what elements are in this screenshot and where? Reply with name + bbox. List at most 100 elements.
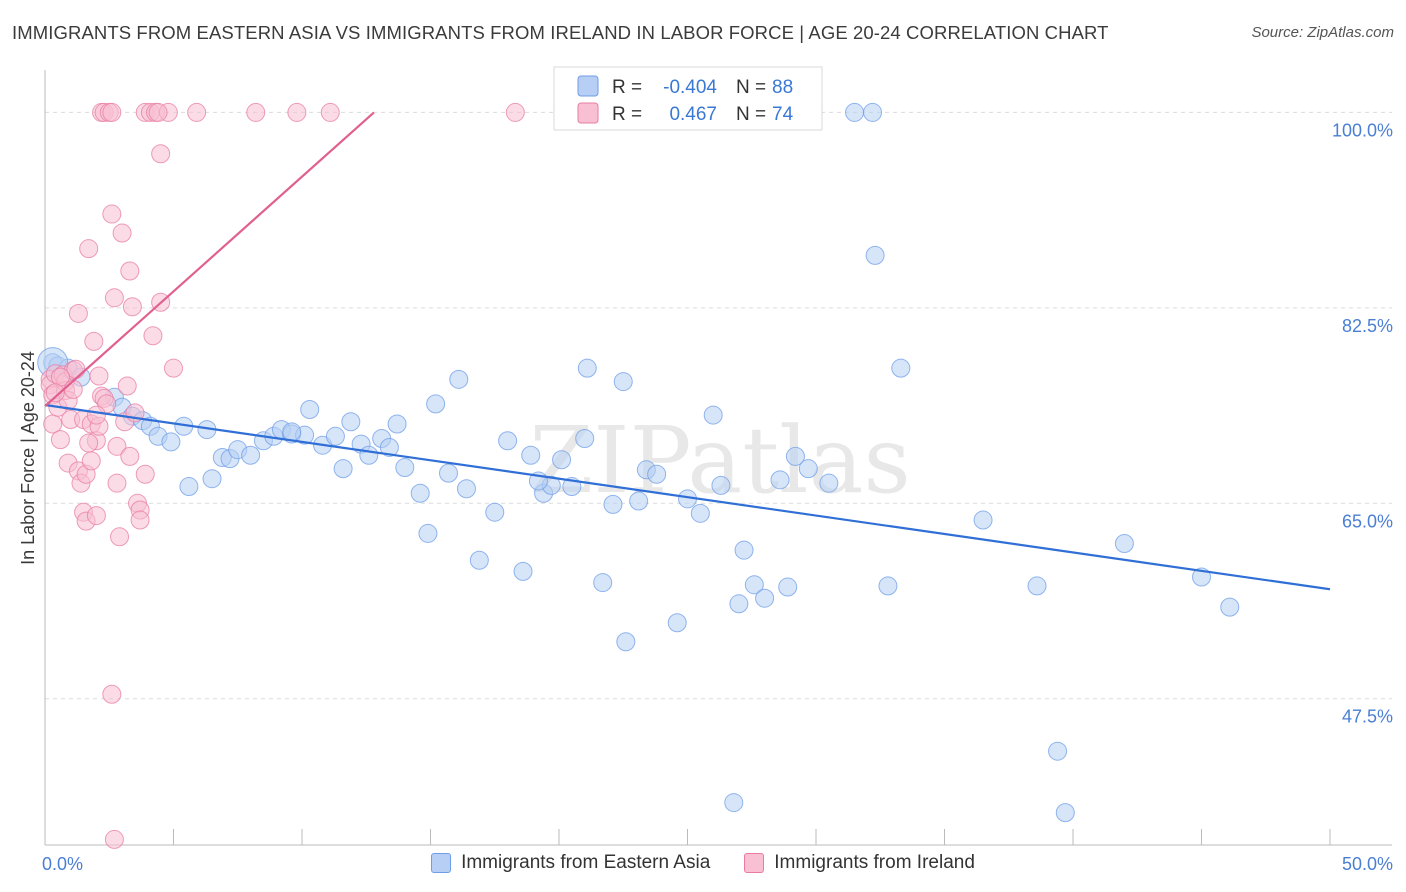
data-point-0-75 (865, 245, 885, 265)
data-point-1-64 (320, 102, 340, 122)
data-point-1-17 (68, 303, 88, 323)
data-point-1-60 (164, 358, 183, 378)
data-point-0-76 (878, 576, 898, 596)
data-point-0-63 (711, 475, 731, 495)
data-point-1-44 (117, 376, 137, 396)
data-point-1-6 (50, 430, 70, 450)
stats-swatch-1 (577, 102, 599, 124)
grid-lines (45, 111, 1392, 700)
data-point-1-55 (143, 326, 163, 346)
stats-legend: R = -0.404 N = 88 R = 0.467 N = 74 (553, 66, 823, 131)
data-point-0-18 (241, 445, 261, 465)
data-point-0-64 (729, 594, 749, 614)
data-point-0-66 (744, 575, 764, 595)
data-point-0-38 (438, 463, 458, 483)
stats-n-value-1: 74 (772, 104, 794, 125)
data-point-1-52 (135, 464, 155, 484)
data-point-1-22 (79, 239, 99, 259)
data-point-0-80 (1048, 741, 1068, 761)
data-point-1-72 (45, 383, 65, 403)
data-point-0-53 (603, 494, 623, 514)
data-point-1-65 (505, 102, 525, 122)
trend-line-1 (44, 111, 375, 407)
data-point-1-39 (107, 473, 127, 493)
data-point-1-42 (112, 223, 132, 243)
stats-n-value-0: 88 (772, 77, 793, 98)
stats-r-label-0: R = (612, 77, 642, 98)
data-point-1-62 (246, 102, 266, 122)
data-point-1-67 (104, 829, 124, 849)
legend-item-eastern-asia: Immigrants from Eastern Asia (431, 852, 710, 874)
data-point-0-59 (667, 613, 687, 633)
data-point-0-36 (418, 523, 438, 543)
data-point-1-73 (148, 102, 168, 122)
data-point-1-25 (84, 331, 104, 351)
data-point-0-26 (325, 426, 345, 446)
data-point-0-67 (755, 588, 775, 608)
legend-swatch-eastern-asia (431, 853, 452, 873)
data-point-0-39 (449, 369, 469, 389)
data-point-0-77 (891, 358, 911, 378)
data-point-0-35 (410, 483, 430, 503)
data-point-1-23 (81, 451, 101, 471)
legend-label-eastern-asia: Immigrants from Eastern Asia (461, 852, 711, 873)
series-eastern-asia-points (37, 102, 1240, 823)
legend-item-ireland: Immigrants from Ireland (744, 852, 975, 874)
data-point-1-38 (104, 288, 124, 308)
trend-line-0 (44, 403, 1331, 591)
data-point-0-50 (575, 429, 595, 449)
data-point-0-48 (552, 450, 572, 470)
data-point-1-63 (287, 102, 307, 122)
watermark: ZIPatlas (529, 407, 910, 514)
data-point-1-61 (187, 102, 207, 122)
y-tick-label-0: 47.5% (1342, 707, 1393, 727)
data-point-1-41 (110, 527, 130, 547)
stats-r-value-0: -0.404 (663, 77, 717, 98)
data-point-1-36 (102, 204, 122, 224)
data-point-1-40 (107, 436, 127, 456)
chart-title: IMMIGRANTS FROM EASTERN ASIA VS IMMIGRAN… (12, 22, 1109, 43)
data-point-0-34 (395, 458, 415, 478)
x-tick-label-max: 50.0% (1342, 854, 1393, 874)
legend-swatch-ireland (744, 853, 765, 873)
data-point-0-14 (202, 469, 222, 489)
data-point-1-26 (86, 506, 106, 526)
data-point-1-57 (151, 144, 171, 164)
trend-lines (44, 111, 1331, 591)
series-ireland-points (40, 102, 525, 849)
data-point-0-28 (341, 412, 361, 432)
data-point-0-61 (690, 503, 710, 523)
data-point-0-37 (426, 394, 446, 414)
y-tick-label-2: 82.5% (1342, 316, 1393, 336)
legend-label-ireland: Immigrants from Ireland (774, 852, 975, 873)
data-point-0-55 (616, 632, 636, 652)
y-axis-label: In Labor Force | Age 20-24 (18, 351, 38, 565)
data-point-0-81 (1055, 803, 1075, 823)
data-point-1-46 (120, 446, 140, 466)
data-point-0-73 (845, 102, 865, 122)
tick-labels: 47.5% 65.0% 82.5% 100.0% 0.0% 50.0% (42, 120, 1393, 874)
data-point-0-43 (498, 431, 518, 451)
data-point-0-85 (724, 793, 744, 813)
data-point-1-37 (102, 102, 122, 122)
data-point-0-27 (333, 459, 353, 479)
stats-swatch-0 (577, 75, 599, 97)
stats-r-label-1: R = (612, 104, 642, 125)
data-point-0-33 (387, 414, 407, 434)
data-point-0-70 (785, 446, 805, 466)
data-point-0-41 (469, 550, 489, 570)
data-point-1-70 (79, 433, 99, 453)
data-point-0-69 (778, 577, 798, 597)
data-point-0-40 (456, 479, 476, 499)
data-point-0-42 (485, 502, 505, 522)
data-point-1-29 (89, 366, 109, 386)
data-point-0-82 (1114, 533, 1134, 553)
data-point-1-71 (86, 405, 106, 425)
stats-n-label-1: N = (736, 104, 766, 125)
data-point-0-62 (703, 405, 723, 425)
data-point-0-68 (770, 470, 790, 490)
data-point-1-69 (63, 379, 83, 399)
y-tick-label-3: 100.0% (1332, 120, 1393, 140)
data-point-0-65 (734, 540, 754, 560)
